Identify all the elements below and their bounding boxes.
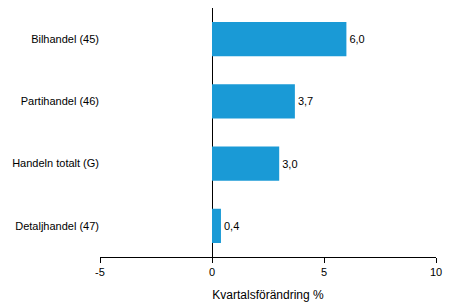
svg-text:5: 5 bbox=[321, 266, 327, 278]
svg-text:Bilhandel (45): Bilhandel (45) bbox=[31, 33, 99, 45]
svg-text:3,7: 3,7 bbox=[298, 95, 313, 107]
svg-text:10: 10 bbox=[430, 266, 442, 278]
svg-text:Handeln totalt (G): Handeln totalt (G) bbox=[12, 157, 99, 169]
svg-text:3,0: 3,0 bbox=[282, 158, 297, 170]
svg-text:6,0: 6,0 bbox=[349, 33, 364, 45]
svg-text:0,4: 0,4 bbox=[224, 220, 239, 232]
svg-text:Detaljhandel (47): Detaljhandel (47) bbox=[15, 220, 99, 232]
svg-text:0: 0 bbox=[209, 266, 215, 278]
svg-text:Kvartalsförändring %: Kvartalsförändring % bbox=[212, 288, 324, 302]
svg-text:Partihandel (46): Partihandel (46) bbox=[21, 95, 99, 107]
svg-text:-5: -5 bbox=[95, 266, 105, 278]
